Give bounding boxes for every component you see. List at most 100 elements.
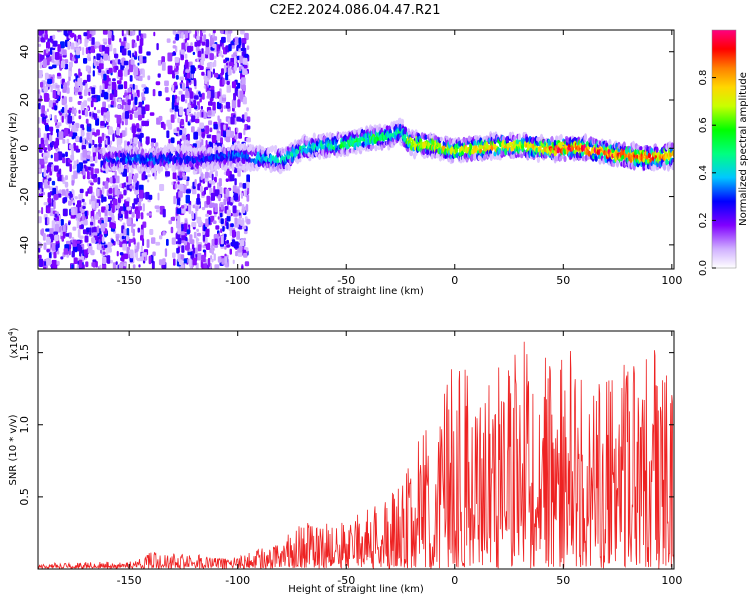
ridge-cell (410, 149, 414, 157)
noise-speckle (244, 53, 249, 58)
noise-speckle (103, 244, 108, 248)
noise-speckle (224, 245, 227, 250)
noise-speckle (104, 81, 108, 89)
noise-speckle (87, 123, 91, 127)
noise-speckle (166, 238, 169, 246)
noise-speckle (80, 224, 84, 229)
noise-speckle (98, 136, 103, 144)
noise-speckle (123, 60, 129, 66)
noise-speckle (240, 47, 246, 52)
noise-speckle (181, 234, 186, 242)
noise-speckle (57, 151, 63, 161)
noise-speckle (185, 194, 190, 204)
noise-speckle (229, 248, 232, 255)
noise-speckle (55, 100, 59, 104)
noise-speckle (186, 80, 189, 87)
noise-speckle (238, 212, 241, 216)
noise-speckle (87, 57, 91, 62)
ridge-cell (128, 160, 133, 166)
noise-speckle (132, 83, 135, 90)
noise-speckle (226, 85, 231, 93)
noise-speckle (193, 99, 197, 108)
noise-speckle (68, 61, 73, 68)
noise-speckle (74, 87, 79, 93)
noise-speckle (100, 223, 105, 232)
noise-speckle (184, 53, 188, 59)
noise-speckle (136, 123, 140, 129)
noise-speckle (47, 174, 50, 179)
ridge-cell (594, 155, 598, 162)
noise-speckle (209, 53, 214, 61)
noise-speckle (57, 260, 60, 266)
noise-speckle (196, 111, 200, 118)
noise-speckle (96, 53, 101, 61)
noise-speckle (205, 228, 210, 237)
noise-speckle (65, 151, 68, 157)
noise-speckle (202, 30, 206, 34)
noise-speckle (228, 43, 232, 52)
ridge-cell (226, 146, 231, 152)
noise-speckle (137, 107, 142, 116)
snr-y-tick-label: 1.5 (18, 344, 31, 362)
noise-speckle (38, 30, 42, 36)
noise-speckle (240, 219, 245, 226)
noise-speckle (89, 199, 92, 205)
ridge-cell (632, 142, 636, 150)
noise-speckle (97, 225, 100, 234)
noise-speckle (181, 32, 184, 39)
noise-speckle (109, 93, 113, 101)
noise-speckle (220, 235, 224, 245)
noise-speckle (178, 90, 183, 95)
noise-speckle (132, 202, 135, 210)
noise-speckle (133, 137, 138, 145)
noise-speckle (158, 259, 163, 266)
noise-speckle (102, 30, 108, 35)
noise-speckle (51, 164, 54, 172)
noise-speckle (188, 204, 192, 212)
noise-speckle (121, 210, 126, 215)
ridge-cell (274, 148, 278, 155)
noise-speckle (209, 215, 215, 223)
noise-speckle (138, 101, 143, 108)
noise-speckle (245, 181, 250, 190)
noise-speckle (192, 257, 197, 266)
noise-speckle (61, 189, 66, 196)
snr-y-multiplier: (x104) (7, 327, 20, 358)
noise-speckle (223, 59, 227, 64)
ridge-cell (308, 157, 312, 162)
noise-speckle (191, 212, 194, 220)
noise-speckle (104, 234, 107, 238)
noise-speckle (107, 30, 112, 39)
ridge-cell (580, 144, 585, 153)
noise-speckle (202, 249, 206, 253)
noise-speckle (97, 219, 102, 224)
noise-speckle (90, 182, 94, 186)
spectrogram-x-tick-label: -50 (337, 274, 355, 287)
noise-speckle (68, 221, 71, 226)
noise-speckle (170, 137, 175, 144)
ridge-cell (439, 136, 443, 142)
noise-speckle (236, 45, 239, 52)
noise-speckle (232, 205, 237, 214)
noise-speckle (124, 92, 128, 96)
noise-speckle (121, 130, 126, 137)
noise-speckle (177, 184, 181, 189)
noise-speckle (183, 70, 186, 75)
noise-speckle (212, 43, 217, 49)
noise-speckle (90, 195, 96, 203)
noise-speckle (179, 129, 183, 136)
noise-speckle (96, 188, 100, 197)
noise-speckle (211, 135, 217, 144)
noise-speckle (170, 114, 175, 123)
noise-speckle (187, 45, 192, 53)
noise-speckle (52, 64, 57, 69)
noise-speckle (45, 228, 50, 232)
noise-speckle (238, 132, 242, 139)
noise-speckle (57, 44, 61, 52)
noise-speckle (98, 63, 104, 70)
noise-speckle (107, 136, 110, 145)
noise-speckle (57, 250, 60, 255)
noise-speckle (195, 205, 199, 212)
